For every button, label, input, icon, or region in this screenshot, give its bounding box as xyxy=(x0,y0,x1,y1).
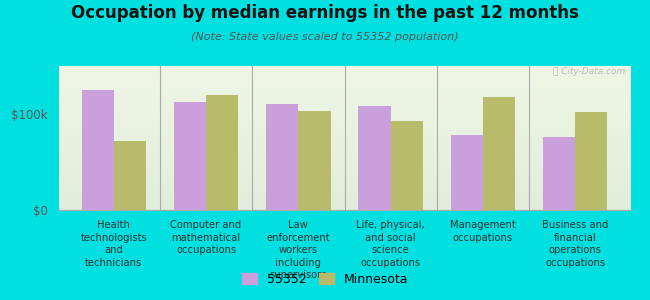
Bar xyxy=(391,121,423,210)
Bar xyxy=(206,95,239,210)
Bar xyxy=(450,135,483,210)
Legend: 55352, Minnesota: 55352, Minnesota xyxy=(237,268,413,291)
Bar xyxy=(174,103,206,210)
Bar xyxy=(358,106,391,210)
Bar xyxy=(543,137,575,210)
Bar xyxy=(266,104,298,210)
Bar xyxy=(114,141,146,210)
Bar xyxy=(575,112,608,210)
Text: Occupation by median earnings in the past 12 months: Occupation by median earnings in the pas… xyxy=(71,4,579,22)
Bar xyxy=(483,97,515,210)
Text: ⓘ City-Data.com: ⓘ City-Data.com xyxy=(552,68,625,76)
Bar xyxy=(298,111,331,210)
Bar xyxy=(81,90,114,210)
Text: (Note: State values scaled to 55352 population): (Note: State values scaled to 55352 popu… xyxy=(191,32,459,41)
